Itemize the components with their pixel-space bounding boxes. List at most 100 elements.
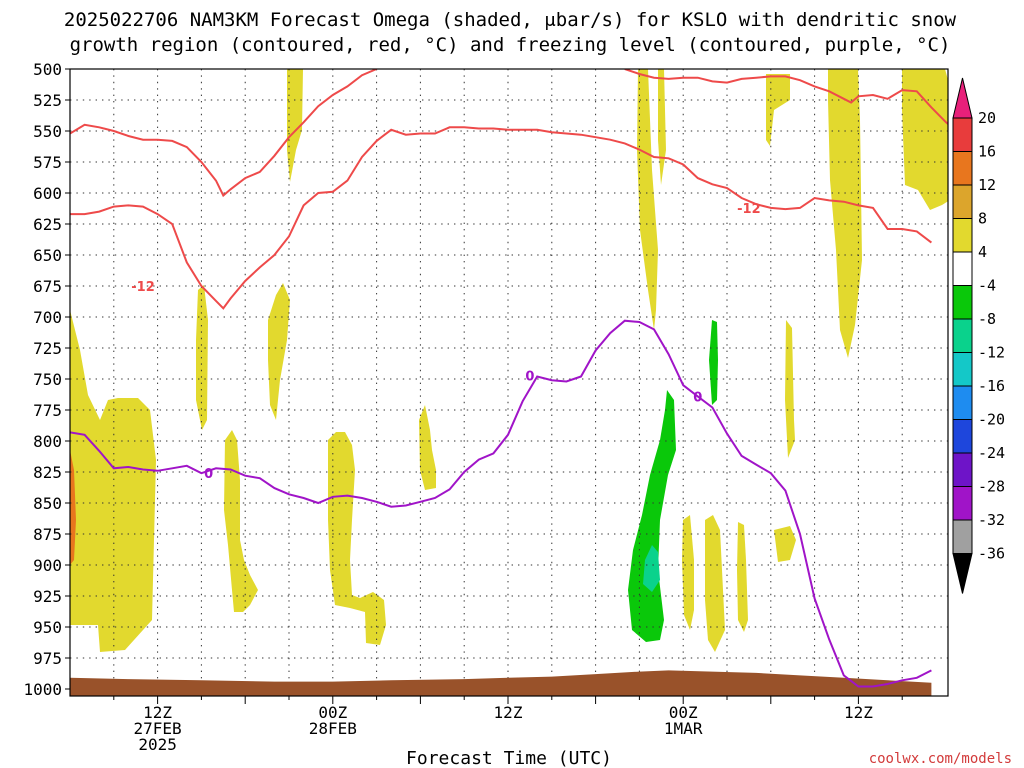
colorbar-label: 16 bbox=[978, 143, 996, 161]
colorbar-segment bbox=[952, 117, 973, 152]
contour-label: 0 bbox=[204, 467, 213, 482]
colorbar-label: -20 bbox=[978, 411, 1005, 429]
colorbar-segment bbox=[952, 218, 973, 253]
omega-area bbox=[828, 69, 862, 358]
omega-area bbox=[196, 285, 208, 430]
contour-label: -12 bbox=[131, 280, 155, 295]
x-tick-label: 12Z bbox=[143, 703, 172, 722]
y-tick-label: 750 bbox=[33, 370, 62, 389]
colorbar-label: -36 bbox=[978, 545, 1005, 563]
omega-area bbox=[268, 283, 290, 420]
omega-area bbox=[774, 526, 796, 562]
x-axis-label: Forecast Time (UTC) bbox=[406, 748, 612, 768]
y-tick-label: 575 bbox=[33, 153, 62, 172]
y-tick-label: 875 bbox=[33, 525, 62, 544]
omega-area bbox=[224, 430, 258, 612]
omega-area bbox=[287, 69, 303, 182]
omega-area bbox=[705, 515, 725, 652]
y-tick-label: 550 bbox=[33, 122, 62, 141]
colorbar-label: 8 bbox=[978, 210, 987, 228]
y-tick-label: 925 bbox=[33, 587, 62, 606]
y-tick-label: 650 bbox=[33, 246, 62, 265]
credit-text: coolwx.com/models bbox=[869, 751, 1012, 767]
colorbar-label: -4 bbox=[978, 277, 996, 295]
plot-frame bbox=[69, 68, 949, 697]
colorbar-segment bbox=[952, 486, 973, 521]
y-tick-label: 1000 bbox=[23, 680, 62, 699]
colorbar-top-arrow bbox=[952, 77, 973, 119]
y-tick-label: 825 bbox=[33, 463, 62, 482]
plot-background bbox=[70, 69, 948, 696]
y-tick-label: 625 bbox=[33, 215, 62, 234]
terrain-surface bbox=[70, 670, 932, 696]
omega-area bbox=[419, 405, 436, 490]
y-tick-label: 600 bbox=[33, 184, 62, 203]
temperature-contours bbox=[70, 69, 948, 688]
y-tick-label: 725 bbox=[33, 339, 62, 358]
colorbar-segment bbox=[952, 352, 973, 387]
x-tick-label: 28FEB bbox=[309, 719, 357, 738]
chart-title-line1: 2025022706 NAM3KM Forecast Omega (shaded… bbox=[64, 9, 957, 31]
y-tick-label: 975 bbox=[33, 649, 62, 668]
omega-area bbox=[70, 450, 76, 565]
dendritic-contour bbox=[624, 69, 948, 126]
freezing-level-contour bbox=[70, 319, 932, 688]
omega-area bbox=[70, 310, 156, 652]
colorbar-segment bbox=[952, 285, 973, 320]
y-tick-label: 850 bbox=[33, 494, 62, 513]
omega-area bbox=[643, 545, 660, 592]
colorbar-segment bbox=[952, 452, 973, 487]
omega-area bbox=[658, 69, 666, 185]
colorbar-label: -32 bbox=[978, 511, 1005, 529]
colorbar-segment bbox=[952, 184, 973, 219]
y-tick-label: 500 bbox=[33, 60, 62, 79]
colorbar-label: -28 bbox=[978, 478, 1005, 496]
dendritic-contour bbox=[70, 126, 933, 310]
omega-area bbox=[737, 522, 748, 632]
x-tick-label: 27FEB bbox=[134, 719, 182, 738]
contour-label: -12 bbox=[737, 202, 761, 217]
colorbar-segment bbox=[952, 519, 973, 554]
x-tick-label: 12Z bbox=[494, 703, 523, 722]
colorbar-label: 4 bbox=[978, 243, 987, 261]
dendritic-contour bbox=[70, 69, 377, 198]
x-tick-label: 00Z bbox=[669, 703, 698, 722]
contour-label: 0 bbox=[693, 390, 702, 405]
chart-title-line2: growth region (contoured, red, °C) and f… bbox=[70, 34, 951, 56]
x-tick-label: 00Z bbox=[318, 703, 347, 722]
contour-label: 0 bbox=[525, 369, 534, 384]
y-tick-label: 950 bbox=[33, 618, 62, 637]
colorbar-label: 20 bbox=[978, 109, 996, 127]
colorbar-label: 12 bbox=[978, 176, 996, 194]
colorbar-bottom-arrow bbox=[952, 553, 973, 594]
y-tick-label: 900 bbox=[33, 556, 62, 575]
x-tick-label: 1MAR bbox=[664, 719, 703, 738]
omega-area bbox=[709, 320, 718, 405]
omega-area bbox=[902, 69, 948, 210]
terrain-layer bbox=[70, 670, 932, 696]
y-tick-label: 675 bbox=[33, 277, 62, 296]
y-tick-label: 700 bbox=[33, 308, 62, 327]
omega-shading bbox=[70, 69, 948, 652]
omega-area bbox=[766, 74, 790, 146]
omega-area bbox=[328, 432, 386, 645]
colorbar-segment bbox=[952, 151, 973, 186]
colorbar-label: -8 bbox=[978, 310, 996, 328]
omega-area bbox=[682, 515, 694, 630]
colorbar-label: -24 bbox=[978, 444, 1005, 462]
colorbar-segment bbox=[952, 251, 973, 286]
colorbar-segment bbox=[952, 385, 973, 420]
omega-area bbox=[637, 69, 658, 330]
colorbar-segment bbox=[952, 318, 973, 353]
colorbar-segment bbox=[952, 419, 973, 454]
omega-colorbar: 20 16 12 8 4 -4 -8 -12 -16 -20 -24 -28 -32 -36 bbox=[952, 77, 1005, 594]
x-tick-label: 12Z bbox=[844, 703, 873, 722]
x-tick-label: 2025 bbox=[138, 735, 177, 754]
omega-area bbox=[785, 320, 795, 458]
y-tick-label: 775 bbox=[33, 401, 62, 420]
y-tick-label: 525 bbox=[33, 91, 62, 110]
y-axis: 500 525 550 575 600 625 650 675 700 725 750 775 800 8… bbox=[23, 60, 70, 699]
colorbar-label: -16 bbox=[978, 377, 1005, 395]
